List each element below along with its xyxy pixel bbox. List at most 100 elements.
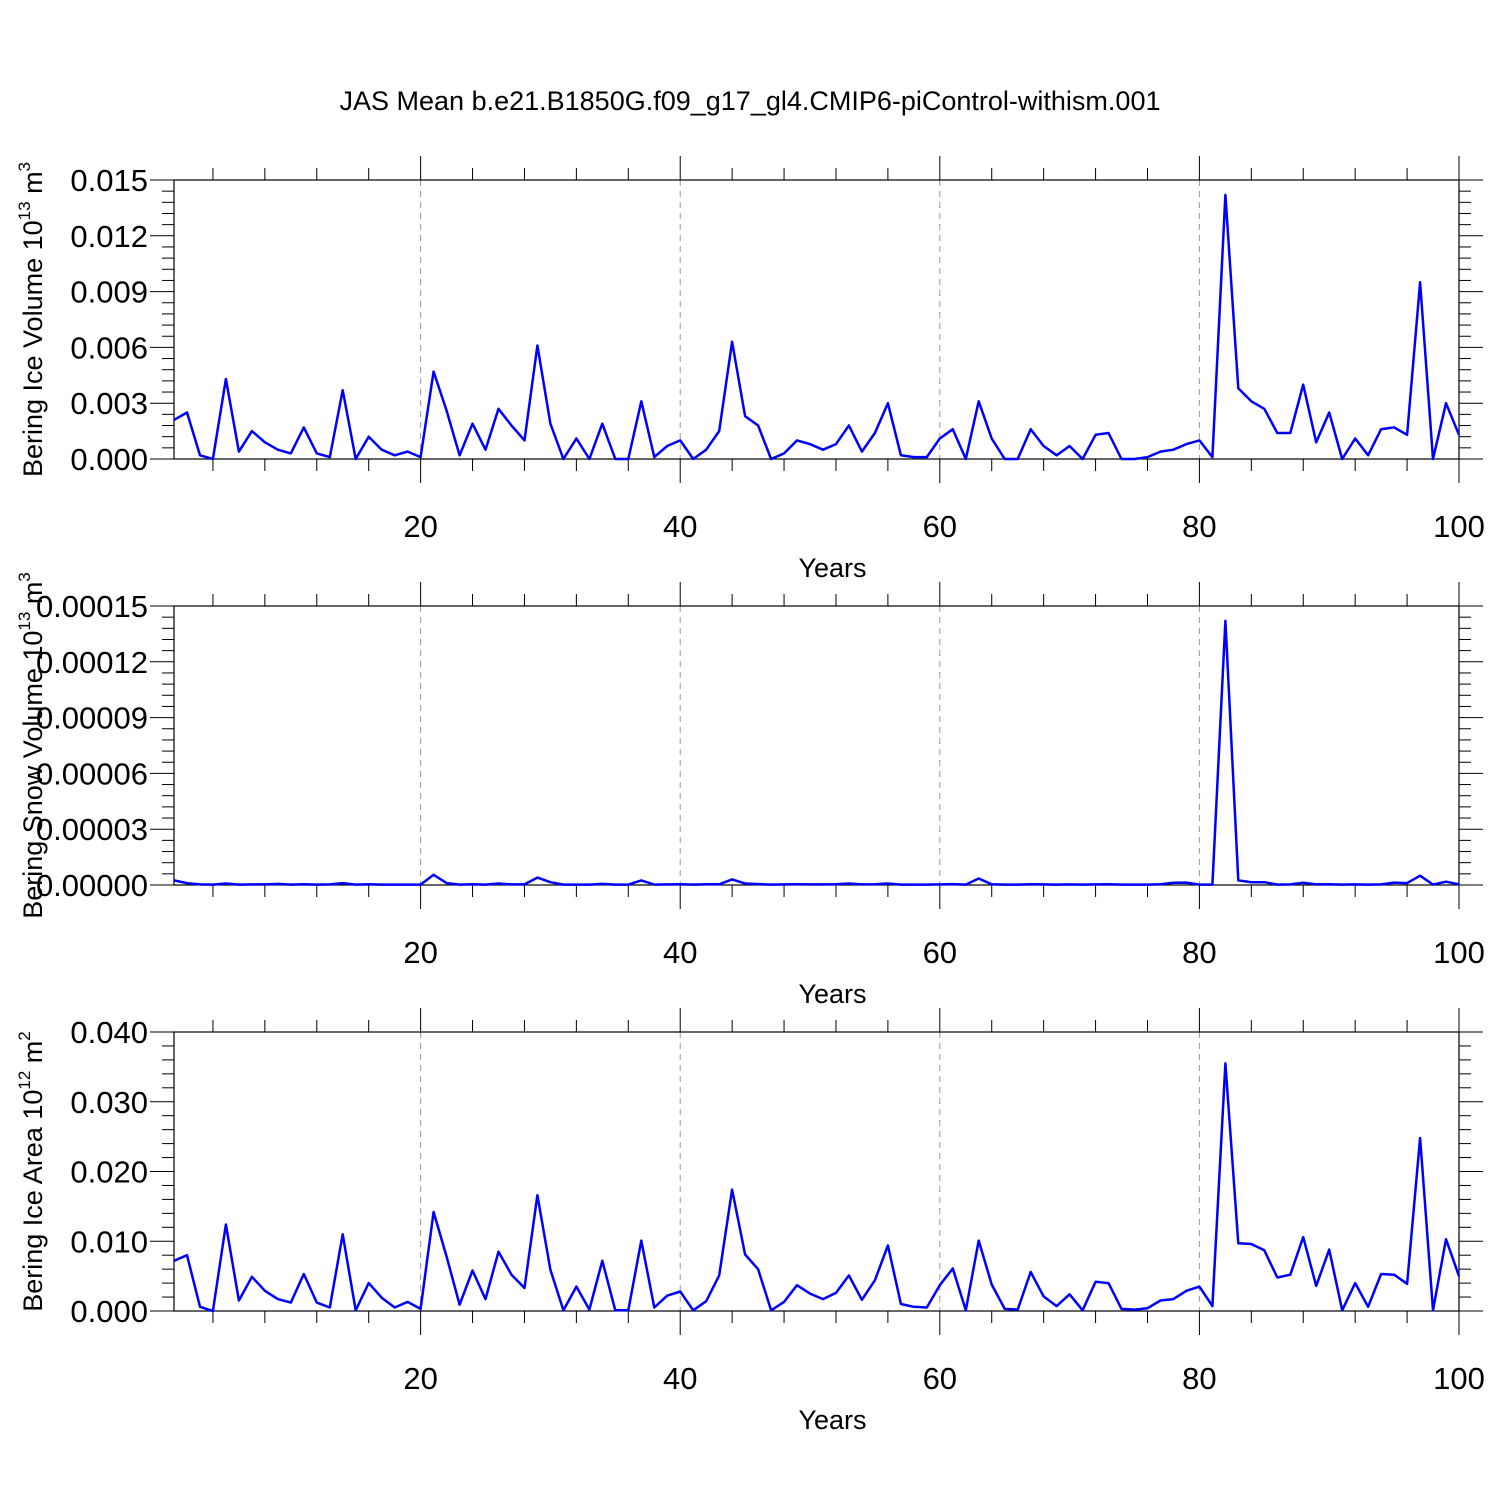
- data-point: [1432, 458, 1434, 460]
- data-point: [367, 1282, 370, 1284]
- data-point: [913, 456, 915, 458]
- data-point: [1198, 1285, 1201, 1288]
- data-point: [432, 1211, 435, 1213]
- chart-panel-1: 20 40 60 80 100 0.000 0.003 0.006 0.009 0.012 0.01…: [15, 156, 1485, 583]
- data-point: [238, 450, 240, 453]
- data-point: [705, 1300, 707, 1303]
- data-point: [264, 883, 266, 886]
- data-point: [1094, 883, 1097, 886]
- data-point: [575, 1285, 578, 1288]
- data-point: [393, 454, 396, 457]
- data-point: [731, 1188, 733, 1191]
- data-point: [1003, 458, 1006, 460]
- x-axis-label: Years: [798, 553, 866, 583]
- data-point: [199, 883, 201, 886]
- data-point: [315, 452, 318, 455]
- data-point: [1016, 1308, 1019, 1311]
- data-point: [302, 1273, 305, 1275]
- data-point: [1276, 432, 1279, 434]
- data-point: [783, 452, 785, 455]
- data-point: [1432, 1309, 1434, 1312]
- data-point: [1250, 1243, 1253, 1245]
- data-point: [432, 873, 435, 876]
- data-point: [718, 1274, 720, 1277]
- data-point: [666, 883, 669, 886]
- data-point: [212, 883, 214, 886]
- data-point: [354, 1309, 357, 1312]
- data-point: [1224, 1062, 1227, 1065]
- data-point: [1029, 1271, 1032, 1273]
- data-point: [964, 458, 967, 460]
- data-point: [951, 1267, 954, 1270]
- chart-panel-3: 20 40 60 80 100 0.000 0.010 0.020 0.030 0.040 Year…: [15, 1008, 1485, 1435]
- data-point: [1419, 1137, 1421, 1139]
- y-tick-label: 0.000: [70, 442, 148, 477]
- data-point: [484, 883, 487, 886]
- data-point: [796, 883, 798, 886]
- data-point: [770, 1309, 772, 1312]
- data-point: [497, 1250, 500, 1253]
- data-point: [186, 1254, 188, 1256]
- data-point: [718, 430, 720, 432]
- data-point: [809, 883, 811, 886]
- y-tick-label: 0.00015: [36, 589, 148, 624]
- data-point: [744, 882, 746, 885]
- data-point: [1081, 458, 1084, 460]
- data-point: [1315, 441, 1318, 444]
- y-tick-label: 0.030: [70, 1085, 148, 1120]
- data-point: [874, 883, 876, 886]
- x-tick-label: 60: [923, 509, 957, 544]
- data-point: [861, 883, 863, 886]
- data-point: [471, 1269, 474, 1272]
- data-point: [1263, 407, 1266, 410]
- x-tick-label: 60: [923, 935, 957, 970]
- y-tick-label: 0.00003: [36, 812, 148, 847]
- data-point: [536, 1194, 539, 1197]
- data-point: [445, 409, 448, 412]
- data-point: [1003, 883, 1006, 886]
- data-point: [302, 426, 305, 429]
- x-tick-label: 80: [1182, 1361, 1216, 1396]
- data-point: [510, 1273, 513, 1276]
- data-point: [990, 883, 993, 886]
- data-point: [1263, 881, 1266, 884]
- data-point: [1055, 1305, 1058, 1307]
- data-point: [1445, 402, 1447, 405]
- data-point: [1159, 883, 1162, 886]
- data-point: [1237, 387, 1240, 390]
- data-point: [1094, 434, 1097, 436]
- y-tick-label: 0.00009: [36, 701, 148, 736]
- data-point: [1263, 1249, 1266, 1252]
- data-point: [302, 883, 305, 886]
- data-point: [393, 1306, 396, 1309]
- data-point: [1159, 450, 1162, 453]
- data-point: [653, 1306, 656, 1309]
- data-point: [575, 883, 578, 886]
- data-point: [964, 1309, 967, 1312]
- data-point: [315, 1301, 318, 1304]
- data-point: [1133, 1308, 1136, 1311]
- data-point: [783, 883, 785, 886]
- data-point: [367, 435, 370, 438]
- data-point: [913, 1306, 915, 1308]
- data-point: [264, 1289, 266, 1292]
- data-point: [575, 437, 578, 440]
- data-point: [939, 883, 941, 886]
- data-point: [458, 454, 461, 457]
- data-point: [290, 452, 292, 455]
- data-point: [186, 411, 188, 414]
- data-point: [822, 1298, 824, 1300]
- data-point: [900, 883, 902, 886]
- data-point: [640, 400, 643, 403]
- data-point: [1055, 883, 1058, 886]
- data-point: [1146, 456, 1149, 458]
- data-point: [1224, 194, 1227, 196]
- data-point: [277, 1298, 279, 1300]
- data-point: [835, 1292, 837, 1294]
- data-point: [1367, 1306, 1369, 1308]
- data-point: [1328, 411, 1331, 414]
- y-tick-label: 0.006: [70, 330, 148, 365]
- data-point: [705, 883, 707, 886]
- plot-frame: [173, 605, 1460, 886]
- data-point: [1458, 883, 1460, 886]
